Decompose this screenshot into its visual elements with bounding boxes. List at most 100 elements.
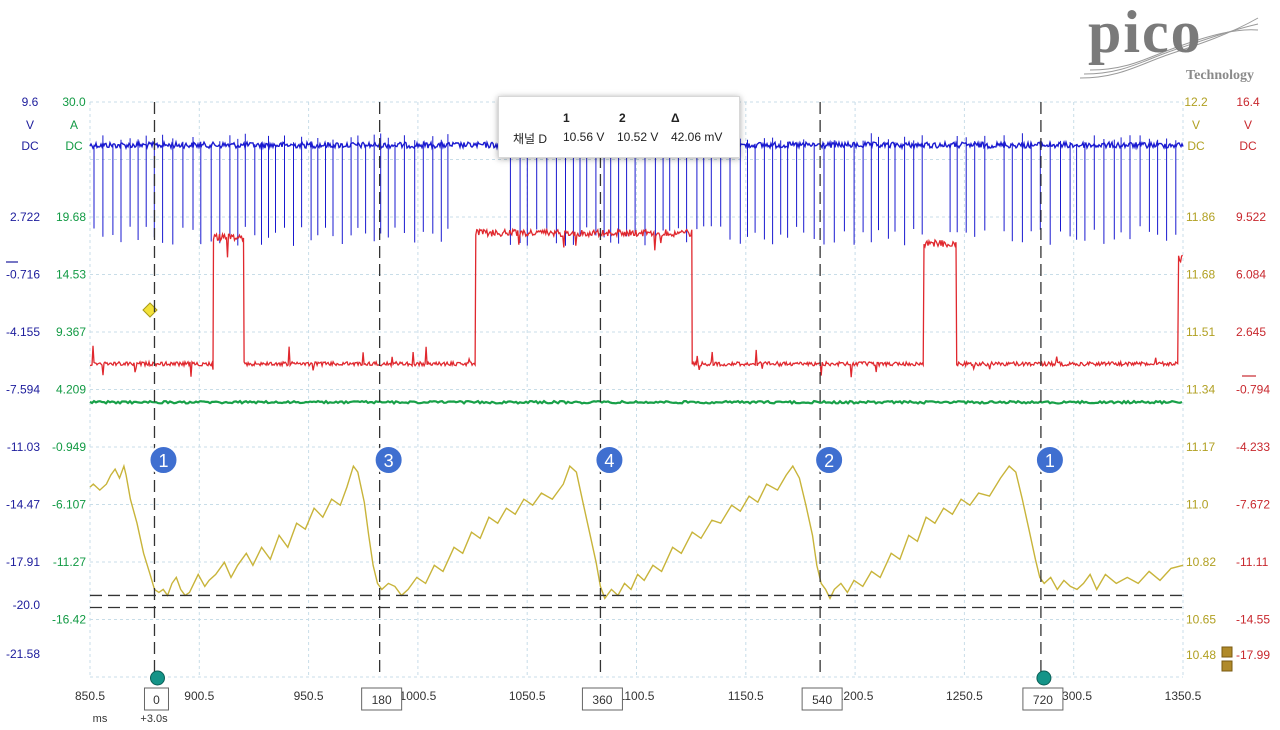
left-blue-header: DC <box>21 139 39 153</box>
x-tick-label: 900.5 <box>184 689 214 703</box>
rotation-ruler-handle[interactable] <box>1036 670 1052 686</box>
right-olive-tick: 11.17 <box>1186 440 1215 454</box>
logo-wave-graphic <box>1080 17 1259 79</box>
blue-channel-pulses <box>93 133 1177 246</box>
x-unit-label: ms <box>93 713 108 725</box>
left-blue-tick: -17.91 <box>6 555 40 569</box>
right-red-tick: 6.084 <box>1236 268 1266 282</box>
left-blue-header: V <box>26 118 34 132</box>
left-blue-tick: -20.0 <box>13 598 41 612</box>
ruler-measurement-table[interactable]: 1 2 Δ 채널 D 10.56 V 10.52 V 42.06 mV <box>498 96 740 158</box>
pico-technology-logo: pico Technology <box>1080 0 1260 86</box>
ruler-handle-2[interactable] <box>1221 660 1233 672</box>
right-red-tick: -7.672 <box>1236 498 1270 512</box>
ruler-marker-number: 1 <box>158 451 168 471</box>
olive-channel-trace <box>89 463 1184 601</box>
left-green-header: A <box>70 118 78 132</box>
phase-label-box[interactable] <box>143 687 169 711</box>
table-header-delta: Δ <box>671 111 680 125</box>
right-olive-tick: 11.68 <box>1186 268 1215 282</box>
left-blue-tick: -7.594 <box>6 383 40 397</box>
phase-label-text: 540 <box>812 693 832 707</box>
phase-label-box[interactable] <box>581 687 623 711</box>
right-red-tick: -11.11 <box>1236 555 1269 569</box>
ruler-marker-number: 1 <box>1045 451 1055 471</box>
right-red-tick: 2.645 <box>1236 325 1266 339</box>
x-tick-label: 1050.5 <box>509 689 546 703</box>
right-olive-tick: 11.51 <box>1186 325 1215 339</box>
table-value-ruler-2: 10.52 V <box>617 130 659 144</box>
left-blue-tick: -0.716 <box>6 268 40 282</box>
table-header-ruler-1: 1 <box>563 111 570 125</box>
right-red-header: DC <box>1239 139 1257 153</box>
time-rulers[interactable] <box>90 102 1233 677</box>
right-olive-header: 12.2 <box>1184 95 1208 109</box>
table-value-ruler-1: 10.56 V <box>563 130 605 144</box>
ruler-overlay[interactable]: 1 0 3 180 4 360 2 540 1 720 <box>143 445 1065 711</box>
ruler-marker-number: 3 <box>384 451 394 471</box>
rotation-ruler-handle[interactable] <box>149 670 165 686</box>
left-green-tick: -6.107 <box>52 498 86 512</box>
left-green-tick: 4.209 <box>56 383 86 397</box>
ruler-marker-badge[interactable] <box>148 445 179 475</box>
right-red-tick: -17.99 <box>1236 648 1270 662</box>
table-row-label: 채널 D <box>513 132 548 146</box>
ruler-marker-number: 4 <box>604 451 614 471</box>
x-tick-label: 1200.5 <box>837 689 874 703</box>
x-tick-label: 1150.5 <box>728 689 764 703</box>
right-red-tick: -0.794 <box>1236 383 1270 397</box>
left-green-tick: -16.42 <box>52 613 86 627</box>
left-blue-tick: -4.155 <box>6 325 40 339</box>
x-tick-label: 1350.5 <box>1165 689 1202 703</box>
right-red-tick: -14.55 <box>1236 613 1270 627</box>
logo-subtitle: Technology <box>1186 68 1254 83</box>
x-tick-label: 1000.5 <box>400 689 437 703</box>
left-green-tick: -0.949 <box>52 440 86 454</box>
x-offset-label: +3.0s <box>140 713 168 725</box>
right-red-header: 16.4 <box>1236 95 1260 109</box>
x-tick-label: 1300.5 <box>1055 689 1092 703</box>
ruler-marker-number: 2 <box>824 451 834 471</box>
right-olive-tick: 11.86 <box>1186 210 1215 224</box>
phase-label-text: 180 <box>372 693 392 707</box>
plot-grid <box>89 101 1184 678</box>
green-channel-trace <box>89 399 1183 405</box>
phase-label-box[interactable] <box>801 687 843 711</box>
right-olive-tick: 11.0 <box>1186 498 1209 512</box>
ruler-marker-badge[interactable] <box>1034 445 1065 475</box>
right-olive-tick: 10.65 <box>1186 613 1216 627</box>
red-channel-trace <box>89 227 1184 378</box>
phase-label-text: 360 <box>592 693 612 707</box>
left-green-tick: 19.68 <box>56 210 86 224</box>
axis-labels: 9.6 V DC 30.0 A DC 12.2 V DC 16.4 V DC 2.722 -0.716 -4… <box>6 95 1270 725</box>
right-olive-header: DC <box>1187 139 1205 153</box>
left-blue-tick: -11.03 <box>7 440 40 454</box>
left-green-tick: 14.53 <box>56 268 86 282</box>
x-tick-label: 850.5 <box>75 689 105 703</box>
left-green-header: 30.0 <box>62 95 86 109</box>
ruler-marker-badge[interactable] <box>814 445 845 475</box>
phase-label-box[interactable] <box>1022 687 1064 711</box>
right-olive-tick: 10.48 <box>1186 648 1216 662</box>
left-blue-header: 9.6 <box>22 95 39 109</box>
table-header-ruler-2: 2 <box>619 111 626 125</box>
left-green-tick: -11.27 <box>53 555 86 569</box>
right-olive-tick: 10.82 <box>1186 555 1216 569</box>
right-red-tick: -4.233 <box>1236 440 1270 454</box>
right-red-tick: 9.522 <box>1236 210 1266 224</box>
ruler-handle-1[interactable] <box>1221 646 1233 658</box>
phase-label-text: 0 <box>153 693 160 707</box>
x-tick-label: 1100.5 <box>619 689 655 703</box>
x-tick-label: 1250.5 <box>946 689 983 703</box>
ruler-marker-badge[interactable] <box>373 445 404 475</box>
logo-word: pico <box>1088 0 1203 65</box>
left-green-header: DC <box>65 139 83 153</box>
phase-label-text: 720 <box>1033 693 1053 707</box>
phase-label-box[interactable] <box>361 687 403 711</box>
left-green-tick: 9.367 <box>56 325 86 339</box>
x-tick-label: 950.5 <box>294 689 324 703</box>
ruler-marker-badge[interactable] <box>594 445 625 475</box>
table-value-delta: 42.06 mV <box>671 130 723 144</box>
right-red-header: V <box>1244 118 1252 132</box>
